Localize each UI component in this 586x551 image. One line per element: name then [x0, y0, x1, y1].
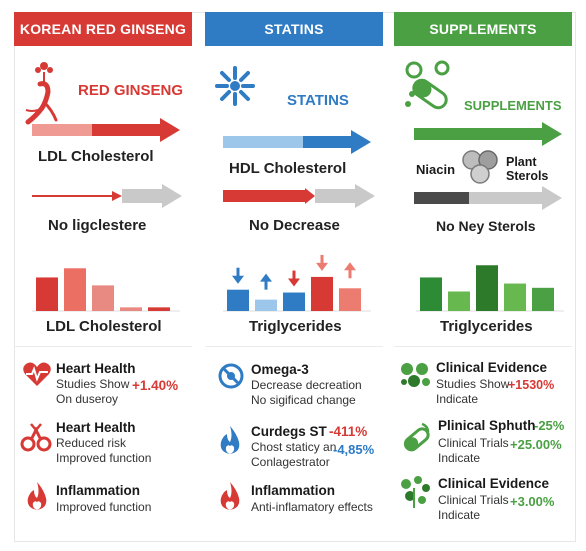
heart-pulse-icon — [23, 362, 51, 386]
herbs-icon — [401, 476, 430, 508]
chart-bar — [92, 285, 114, 311]
statins-item-1-title: Omega-3 — [251, 362, 309, 377]
statins-item-2-value: -411% — [329, 424, 368, 439]
chart-bar — [64, 268, 86, 311]
ginseng-item-3-title: Inflammation — [56, 483, 141, 498]
ginseng-title: RED GINSENG — [78, 82, 184, 99]
ginseng-header: KOREAN RED GINSENG — [14, 12, 192, 46]
statins-arrow-1 — [223, 130, 371, 154]
ginseng-arrow-1 — [32, 118, 180, 142]
ginseng-item-3-line1: Improved function — [56, 500, 152, 514]
supplements-item-3-line1: Clinical Trials — [438, 493, 509, 507]
flame-icon — [27, 482, 47, 510]
statins-chart-label: Triglycerides — [249, 318, 342, 335]
statins-label-2: No Decrease — [249, 217, 340, 234]
supplements-arrow-1 — [414, 122, 562, 146]
arrow-down-icon — [288, 270, 300, 287]
statins-title: STATINS — [287, 92, 349, 109]
flame-icon — [220, 482, 240, 510]
supplements-item-2-value-title: -25% — [534, 418, 565, 433]
supplements-header: SUPPLEMENTS — [394, 12, 572, 46]
supplements-item-1-line2: Indicate — [436, 392, 479, 406]
statins-bar-chart — [223, 254, 371, 312]
ginseng-chart-label: LDL Cholesterol — [46, 318, 162, 335]
chart-bar — [448, 291, 470, 311]
ginseng-label-1: LDL Cholesterol — [38, 148, 154, 165]
ginseng-item-2-title: Heart Health — [56, 420, 136, 435]
ginseng-root-icon — [25, 62, 58, 125]
statins-item-3-line1: Anti-inflamatory effects — [251, 500, 373, 514]
supplements-chart-label: Triglycerides — [440, 318, 533, 335]
supplements-item-2-value: +25.00% — [510, 437, 562, 452]
ginseng-item-2-line1: Reduced risk — [56, 436, 127, 450]
supplements-item-2-title: Plinical Sphuth — [438, 418, 536, 433]
supplements-item-2-line1: Clinical Trials — [438, 436, 509, 450]
chart-bar — [339, 288, 361, 311]
supplements-item-3-title: Clinical Evidence — [438, 476, 550, 491]
arrow-down-icon — [316, 254, 328, 271]
chart-bar — [476, 265, 498, 311]
ginseng-item-1-line2: On duseroy — [56, 392, 119, 406]
statins-header: STATINS — [205, 12, 383, 46]
statin-molecule-icon — [215, 66, 255, 106]
omega-icon — [218, 363, 244, 389]
statins-item-2-title: Curdegs ST — [251, 424, 327, 439]
plant-sterols-label: Plant Sterols — [506, 155, 549, 183]
pills-icon — [405, 60, 450, 110]
statins-item-2-line1: Chost staticy an — [251, 440, 337, 454]
chart-bar — [532, 287, 554, 311]
ginseng-item-1-title: Heart Health — [56, 361, 136, 376]
supplements-item-1-value: +1530% — [508, 378, 555, 392]
chart-bar — [311, 276, 333, 311]
chart-bar — [420, 277, 442, 311]
supplements-label-2: No Ney Sterols — [436, 218, 536, 234]
capsule-icon — [403, 422, 430, 452]
supplements-title: SUPPLEMENTS — [464, 98, 562, 113]
chart-bar — [255, 299, 277, 311]
supplements-column: SUPPLEMENTS SUPPLEMENTS Niacin Plant Ste… — [394, 12, 572, 542]
ginseng-item-1-value: +1.40% — [132, 378, 179, 393]
ginseng-column: KOREAN RED GINSENG RED GINSENG LDL Chole… — [14, 12, 192, 542]
supplements-item-2-line2: Indicate — [438, 451, 481, 465]
arrow-up-icon — [260, 273, 272, 290]
supplements-item-3-line2: Indicate — [438, 508, 481, 522]
supplements-bar-chart — [416, 265, 564, 312]
chart-bar — [120, 307, 142, 311]
chart-bar — [283, 292, 305, 311]
chart-bar — [504, 283, 526, 311]
chart-bar — [227, 289, 249, 311]
ginseng-arrow-2 — [32, 184, 182, 208]
ginseng-bar-chart — [32, 268, 180, 312]
supplements-item-1-title: Clinical Evidence — [436, 360, 548, 375]
tablets-icon — [462, 150, 498, 184]
statins-item-2-line2: Conlagestrator — [251, 455, 330, 469]
statins-item-1-line2: No sigificad change — [251, 393, 356, 407]
chart-bar — [148, 307, 170, 311]
statins-item-1-line1: Decrease decreation — [251, 378, 362, 392]
statins-item-2-value2: -4,85% — [333, 442, 375, 457]
chart-bar — [36, 277, 58, 311]
ginseng-label-2: No ligclestere — [48, 217, 147, 234]
supplements-item-3-value: +3.00% — [510, 494, 555, 509]
statins-item-3-title: Inflammation — [251, 483, 336, 498]
pills-icon — [401, 363, 430, 387]
ginseng-item-1-line1: Studies Show — [56, 377, 130, 391]
supplements-item-1-line1: Studies Show — [436, 377, 510, 391]
arrow-down-icon — [232, 267, 244, 284]
ginseng-item-2-line2: Improved function — [56, 451, 152, 465]
statins-arrow-2 — [223, 184, 375, 208]
supplements-arrow-2 — [414, 186, 562, 210]
arrow-up-icon — [344, 262, 356, 279]
flame-icon — [220, 426, 240, 454]
statins-label-1: HDL Cholesterol — [229, 160, 347, 177]
statins-column: STATINS STATINS HDL Cholesterol No Decre… — [205, 12, 383, 542]
blood-cells-icon — [20, 423, 52, 452]
niacin-label: Niacin — [416, 162, 456, 177]
